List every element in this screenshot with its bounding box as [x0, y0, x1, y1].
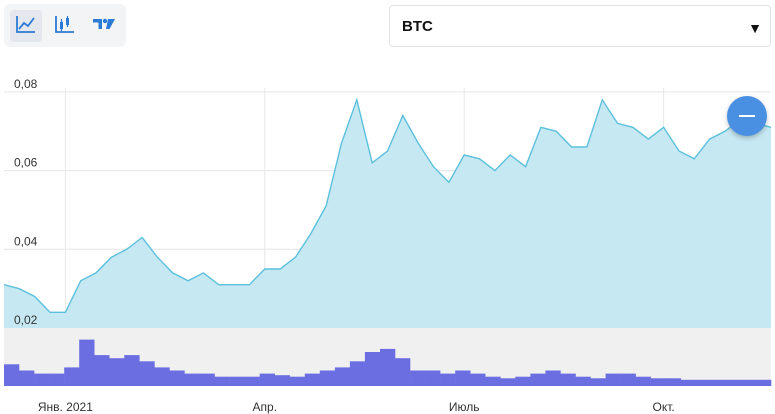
- y-tick-label: 0,02: [14, 313, 38, 327]
- volume-bar: [274, 375, 290, 386]
- x-axis-ticks: Янв. 2021 Апр. Июль Окт.: [38, 400, 675, 414]
- volume-bar: [515, 376, 531, 386]
- volume-bar: [4, 364, 20, 386]
- x-tick-label: Апр.: [253, 400, 278, 414]
- volume-bar: [605, 373, 621, 386]
- volume-bar: [289, 376, 305, 386]
- volume-bar: [169, 370, 185, 386]
- volume-bar: [545, 370, 561, 386]
- volume-bar: [304, 373, 321, 386]
- candlestick-chart-button[interactable]: [49, 10, 81, 42]
- volume-bar: [560, 373, 576, 386]
- volume-bar: [485, 376, 501, 386]
- volume-bar: [530, 373, 546, 386]
- currency-select-value: BTC: [402, 18, 433, 35]
- chart-type-toolbar: [4, 4, 126, 47]
- volume-bar: [725, 379, 742, 386]
- volume-bar: [109, 358, 125, 386]
- y-tick-label: 0,06: [14, 156, 38, 170]
- volume-bar: [124, 355, 140, 386]
- chevron-down-icon: ▼: [748, 20, 762, 36]
- volume-bar: [364, 352, 381, 386]
- volume-bar: [244, 376, 260, 386]
- volume-bar: [154, 367, 170, 386]
- volume-bar: [710, 379, 727, 386]
- volume-bar: [34, 373, 50, 386]
- price-line: [3, 97, 772, 313]
- volume-bar: [665, 378, 681, 386]
- volume-bar: [19, 370, 35, 386]
- volume-bar: [455, 370, 471, 386]
- volume-bar: [214, 376, 230, 386]
- volume-bar: [139, 361, 155, 386]
- volume-bar: [319, 370, 336, 386]
- candlestick-chart-icon: [54, 14, 76, 39]
- volume-bar: [650, 378, 666, 386]
- volume-bar: [259, 373, 275, 386]
- volume-bar: [380, 348, 396, 386]
- volume-bar: [184, 373, 200, 386]
- volume-bars: [4, 339, 772, 386]
- volume-bar: [575, 376, 591, 386]
- volume-bar: [349, 361, 366, 386]
- tradingview-logo-icon: [92, 16, 116, 37]
- volume-bar: [756, 379, 772, 386]
- volume-bar: [410, 370, 426, 386]
- volume-bar: [470, 373, 486, 386]
- y-tick-label: 0,08: [14, 77, 38, 91]
- volume-bar: [64, 367, 80, 386]
- y-tick-label: 0,04: [14, 234, 38, 248]
- minus-icon: [739, 115, 755, 117]
- volume-bar: [500, 378, 516, 386]
- x-tick-label: Окт.: [653, 400, 675, 414]
- x-tick-label: Янв. 2021: [38, 400, 93, 414]
- volume-bar: [620, 373, 636, 386]
- line-chart-button[interactable]: [10, 10, 42, 42]
- volume-bar: [740, 379, 757, 386]
- tradingview-button[interactable]: [88, 10, 120, 42]
- volume-bar: [94, 355, 110, 386]
- y-axis-ticks: 0,02 0,04 0,06 0,08: [14, 77, 38, 327]
- price-area: [4, 99, 771, 328]
- volume-bar: [229, 376, 245, 386]
- line-chart-icon: [15, 14, 37, 39]
- volume-bar: [695, 379, 712, 386]
- volume-bar: [635, 376, 651, 386]
- volume-bar: [79, 339, 95, 386]
- volume-bar: [590, 378, 606, 386]
- volume-bar: [425, 370, 441, 386]
- volume-bar: [680, 379, 697, 386]
- volume-bar: [199, 373, 215, 386]
- volume-bar: [395, 358, 411, 386]
- volume-bar: [440, 373, 456, 386]
- x-tick-label: Июль: [449, 400, 480, 414]
- zoom-out-button[interactable]: [727, 96, 767, 136]
- volume-bar: [49, 373, 65, 386]
- volume-bar: [334, 367, 351, 386]
- currency-select[interactable]: BTC ▼: [389, 5, 771, 47]
